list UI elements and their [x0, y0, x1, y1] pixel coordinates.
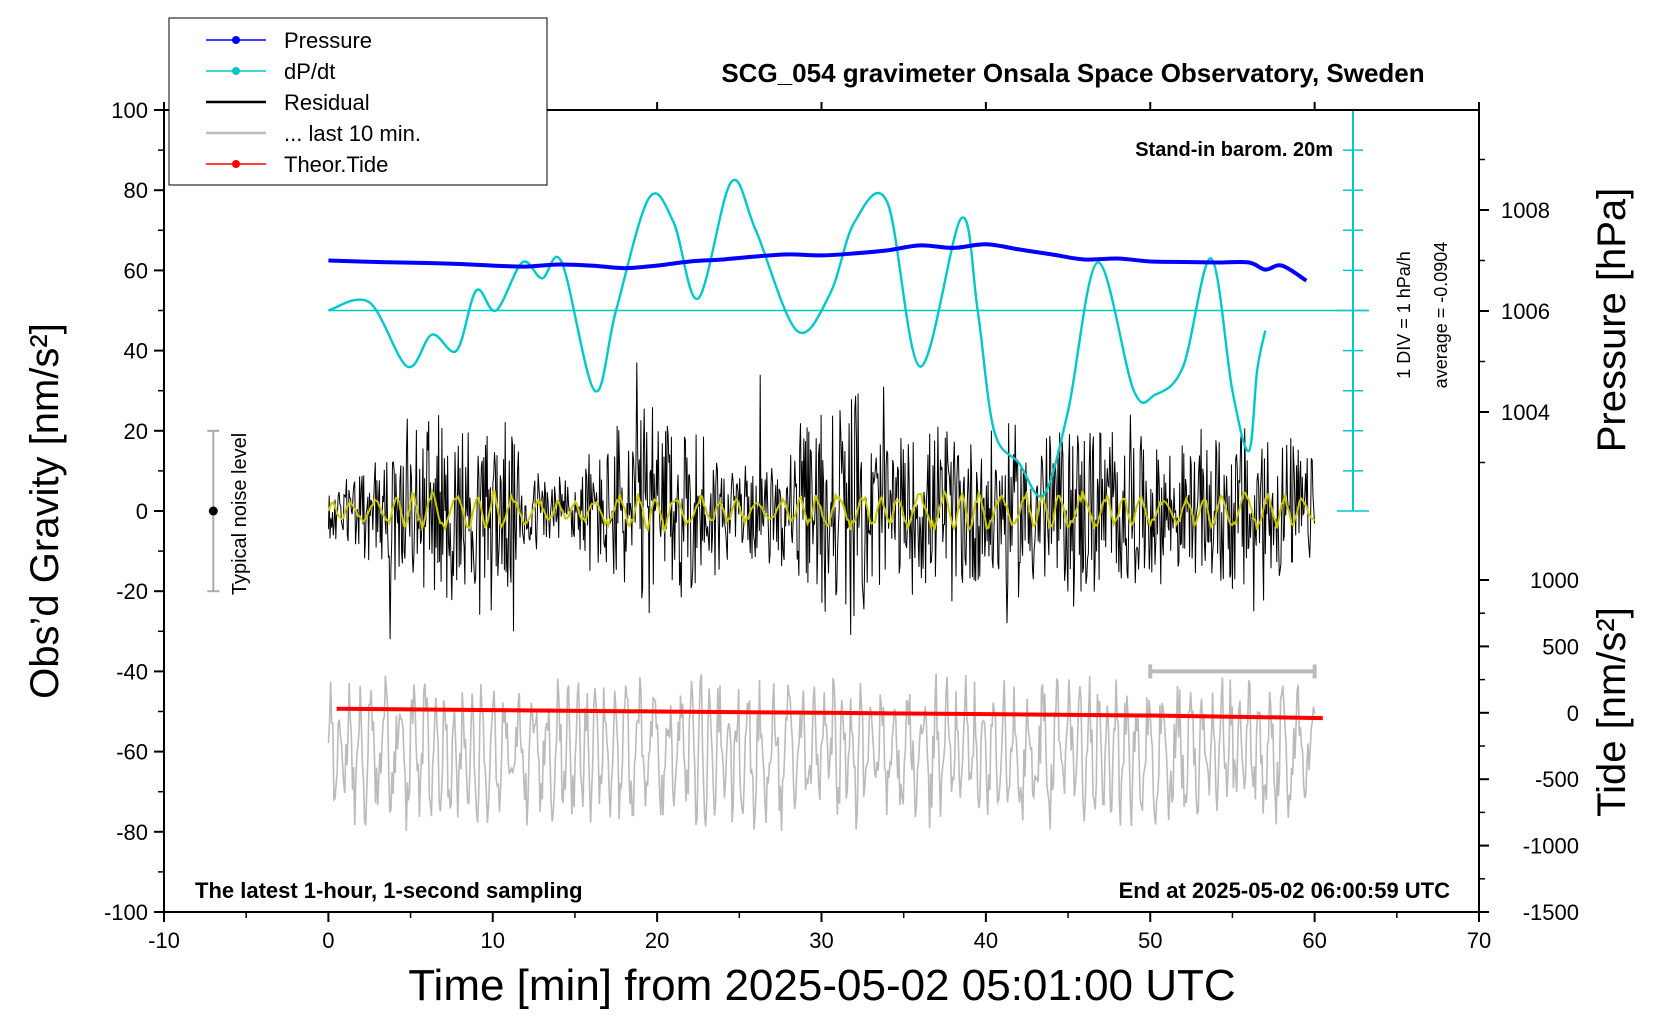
legend-marker [232, 160, 240, 168]
axes: -10 0 10 20 30 40 50 60 70-100-80-60-40-20020406… [104, 98, 1579, 953]
y-tick-label: -40 [116, 659, 148, 684]
y-tick-label: 60 [124, 258, 148, 283]
tide-series [336, 706, 1323, 721]
dpdt-line [328, 178, 1267, 498]
tide-tick-label: -1500 [1523, 900, 1579, 925]
tide-tick-label: 0 [1567, 701, 1579, 726]
y-axis-label-tide: Tide [nm/s²] [1590, 607, 1634, 817]
x-axis-label: Time [min] from 2025-05-02 05:01:00 UTC [408, 961, 1235, 1010]
y-axis-label-pressure: Pressure [hPa] [1590, 188, 1634, 453]
residual-smoothed-series [327, 488, 1316, 535]
y-tick-label: -20 [116, 579, 148, 604]
x-tick-label: 10 [481, 928, 505, 953]
chart-title: SCG_054 gravimeter Onsala Space Observat… [721, 58, 1424, 88]
legend: Pressure dP/dt Residual ... last 10 min. The… [168, 17, 548, 186]
x-tick-label: 40 [974, 928, 998, 953]
legend-label: Pressure [284, 28, 372, 53]
y-tick-label: -80 [116, 820, 148, 845]
pressure-line [328, 242, 1308, 283]
y-tick-label: 100 [111, 98, 148, 123]
y-tick-label: 40 [124, 339, 148, 364]
legend-label: ... last 10 min. [284, 121, 421, 146]
tide-tick-label: 1000 [1530, 568, 1579, 593]
y-axis-label-gravity: Obs’d Gravity [nm/s²] [23, 323, 67, 699]
y-tick-label: 0 [136, 499, 148, 524]
legend-label: Residual [284, 90, 370, 115]
x-tick-label: 20 [645, 928, 669, 953]
sampling-note: The latest 1-hour, 1-second sampling [195, 878, 583, 903]
legend-marker [232, 36, 240, 44]
legend-marker [232, 67, 240, 75]
y-tick-label: 80 [124, 178, 148, 203]
x-tick-label: 30 [809, 928, 833, 953]
residual-smoothed-line [327, 488, 1316, 535]
pressure-tick-label: 1004 [1501, 400, 1550, 425]
pressure-tick-label: 1006 [1501, 299, 1550, 324]
y-tick-label: -100 [104, 900, 148, 925]
legend-label: Theor.Tide [284, 152, 388, 177]
dpdt-series [328, 109, 1369, 512]
tide-tick-label: -1000 [1523, 834, 1579, 859]
x-tick-label: -10 [148, 928, 180, 953]
pressure-series [328, 242, 1308, 283]
y-tick-label: -60 [116, 740, 148, 765]
annotation-marks [207, 429, 1317, 679]
barometer-note: Stand-in barom. 20m [1135, 139, 1333, 161]
x-tick-label: 60 [1302, 928, 1326, 953]
noise-level-label: Typical noise level [229, 433, 251, 595]
average-label: average = -0.0904 [1431, 242, 1451, 389]
tide-line [336, 706, 1323, 721]
div-label: 1 DIV = 1 hPa/h [1394, 251, 1414, 379]
pressure-tick-label: 1008 [1501, 198, 1550, 223]
x-tick-label: 70 [1467, 928, 1491, 953]
tide-tick-label: -500 [1535, 767, 1579, 792]
y-tick-label: 20 [124, 419, 148, 444]
x-tick-label: 0 [322, 928, 334, 953]
legend-label: dP/dt [284, 59, 335, 84]
tide-tick-label: 500 [1542, 634, 1579, 659]
end-time-note: End at 2025-05-02 06:00:59 UTC [1119, 878, 1450, 903]
x-tick-label: 50 [1138, 928, 1162, 953]
noise-center-dot [208, 506, 218, 516]
legend-entries: Pressure dP/dt Residual ... last 10 min. The… [206, 28, 421, 177]
